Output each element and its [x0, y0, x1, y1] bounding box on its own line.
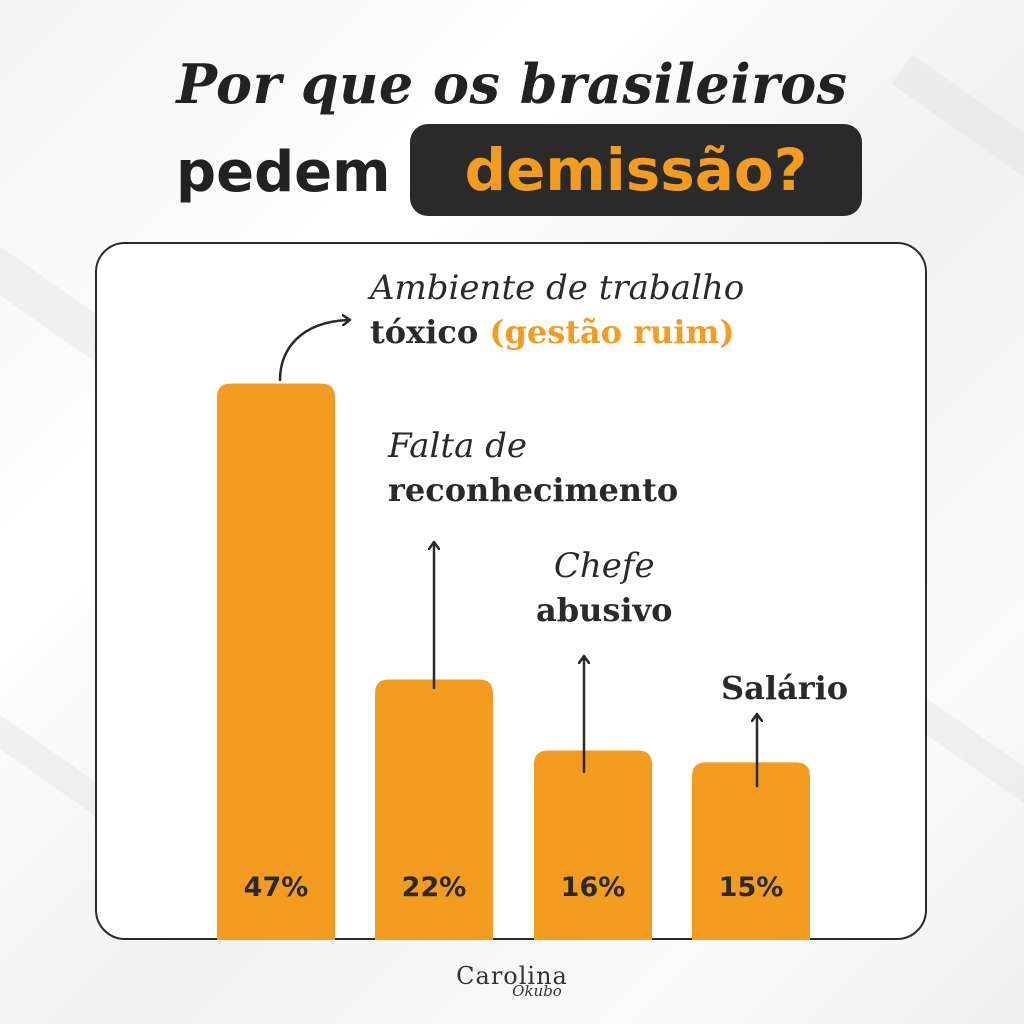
brand-logo: Carolina Okubo — [456, 962, 568, 1000]
category-label-reconhecimento: Falta de reconhecimento — [388, 426, 679, 509]
title-highlight-pill: demissão? — [410, 124, 862, 216]
category-label-chefe: Chefe abusivo — [536, 546, 673, 629]
category-label-salario: Salário — [721, 669, 849, 707]
page-title-line2: pedem — [176, 140, 391, 205]
title-highlight-text: demissão? — [464, 136, 808, 204]
page-title-line1: Por que os brasileiros — [176, 52, 848, 116]
category-label-ambiente: Ambiente de trabalho tóxico (gestão ruim… — [370, 268, 745, 351]
background-texture — [911, 699, 1024, 851]
